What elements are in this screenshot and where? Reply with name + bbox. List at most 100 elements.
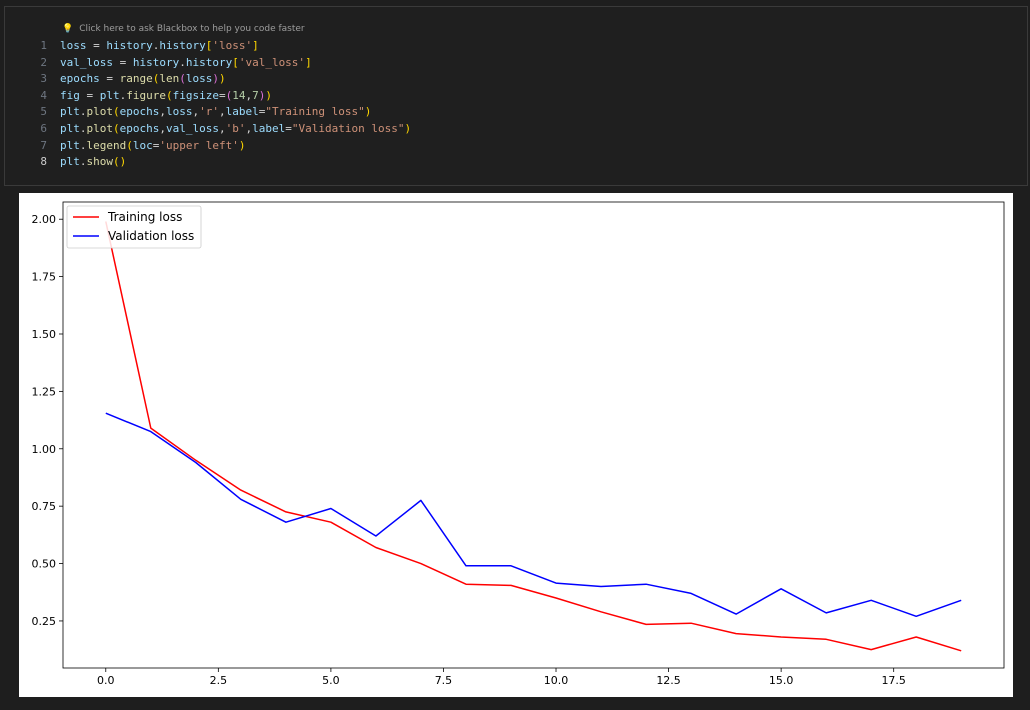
code-line[interactable]: plt.legend(loc='upper left')	[60, 138, 245, 155]
line-number: 7	[40, 138, 47, 152]
line-number: 5	[40, 105, 47, 119]
code-token: ()	[113, 155, 127, 169]
y-tick-label: 1.25	[32, 385, 57, 398]
code-token: (	[225, 88, 233, 102]
code-token: plot	[86, 122, 114, 135]
code-token: plt	[99, 88, 120, 102]
code-token: val_loss	[166, 122, 219, 135]
y-tick-label: 0.75	[32, 500, 57, 513]
code-token: )	[258, 88, 266, 102]
lightbulb-icon: 💡	[62, 24, 74, 34]
code-token: plt	[60, 138, 80, 152]
x-tick-label: 5.0	[322, 674, 340, 687]
blackbox-hint-text: Click here to ask Blackbox to help you c…	[79, 24, 305, 34]
code-token: ,	[245, 88, 253, 102]
code-token: =	[152, 138, 160, 152]
code-token: (	[126, 138, 133, 152]
code-token: )	[265, 88, 272, 102]
code-token: epochs	[60, 72, 100, 86]
y-tick-label: 0.25	[32, 615, 57, 628]
code-token: 'val_loss'	[238, 55, 306, 69]
code-line[interactable]: loss = history.history['loss']	[60, 38, 259, 55]
code-token: len	[159, 72, 180, 86]
code-token: fig	[60, 88, 80, 102]
code-token: range	[119, 72, 153, 86]
line-number: 8	[40, 155, 47, 169]
code-token: )	[364, 105, 372, 119]
code-token: =	[285, 122, 292, 135]
code-token: ,	[159, 105, 166, 119]
code-line[interactable]: epochs = range(len(loss))	[60, 71, 226, 88]
x-tick-label: 0.0	[97, 674, 115, 687]
code-token: =	[112, 55, 133, 69]
legend-box	[66, 205, 202, 249]
code-token: .	[119, 88, 127, 102]
code-cell[interactable]: 💡 Click here to ask Blackbox to help you …	[4, 6, 1028, 186]
legend-label: Training loss	[107, 210, 182, 224]
code-token: =	[99, 72, 120, 86]
code-token: ,	[218, 122, 226, 135]
code-token: loc	[132, 138, 153, 152]
code-token: =	[79, 88, 100, 102]
code-token: 'loss'	[212, 39, 253, 52]
code-token: =	[258, 105, 266, 119]
code-token: .	[79, 138, 87, 152]
code-token: )	[212, 72, 219, 86]
code-token: show	[86, 155, 114, 169]
code-token: history	[159, 39, 206, 52]
code-token: label	[252, 122, 286, 135]
code-token: ,	[159, 122, 166, 135]
code-token: .	[179, 55, 186, 69]
code-line[interactable]: plt.plot(epochs,loss,'r',label="Training…	[60, 104, 371, 121]
code-token: legend	[86, 138, 127, 152]
code-token: ,	[192, 105, 200, 119]
code-line[interactable]: plt.show()	[60, 154, 126, 171]
code-token: (	[113, 105, 120, 119]
code-token: ,	[219, 105, 226, 119]
code-token: 7	[252, 88, 259, 102]
code-token: "Validation loss"	[291, 122, 405, 135]
line-number: 6	[40, 122, 47, 135]
code-token: )	[404, 122, 412, 135]
code-token: val_loss	[60, 55, 113, 69]
code-token: plot	[86, 105, 114, 119]
axes-frame	[62, 201, 1005, 669]
code-token: [	[232, 55, 239, 69]
code-token: (	[113, 122, 120, 135]
x-tick-label: 10.0	[544, 674, 569, 687]
code-token: history	[185, 55, 233, 69]
code-line[interactable]: plt.plot(epochs,val_loss,'b',label="Vali…	[60, 121, 411, 138]
x-tick-label: 2.5	[210, 674, 228, 687]
code-token: [	[205, 39, 213, 52]
x-tick-label: 7.5	[435, 674, 453, 687]
line-number: 2	[40, 55, 47, 69]
line-number: 4	[40, 88, 47, 102]
code-token: plt	[60, 122, 80, 135]
code-token: epochs	[119, 105, 160, 119]
code-token: 'r'	[199, 105, 219, 119]
code-token: .	[152, 39, 160, 52]
code-token: 'b'	[225, 122, 246, 135]
code-token: figure	[126, 88, 166, 102]
line-number: 3	[40, 72, 47, 86]
line-number: 1	[40, 39, 47, 52]
code-token: 'upper left'	[159, 138, 239, 152]
y-tick-label: 0.50	[32, 558, 57, 571]
code-token: ]	[252, 39, 259, 52]
code-token: ,	[245, 122, 253, 135]
y-tick-label: 1.50	[32, 328, 57, 341]
code-token: (	[166, 88, 173, 102]
code-token: (	[152, 72, 160, 86]
code-token: history	[132, 55, 180, 69]
code-token: history	[106, 39, 153, 52]
y-tick-label: 1.00	[32, 443, 57, 456]
code-token: .	[79, 155, 87, 169]
code-token: ]	[305, 55, 312, 69]
code-token: plt	[60, 155, 80, 169]
code-token: loss	[166, 105, 193, 119]
code-line[interactable]: val_loss = history.history['val_loss']	[60, 55, 312, 72]
x-tick-label: 12.5	[656, 674, 681, 687]
code-line[interactable]: fig = plt.figure(figsize=(14,7))	[60, 88, 272, 105]
code-token: plt	[60, 105, 80, 119]
blackbox-hint[interactable]: 💡 Click here to ask Blackbox to help you …	[62, 24, 305, 34]
